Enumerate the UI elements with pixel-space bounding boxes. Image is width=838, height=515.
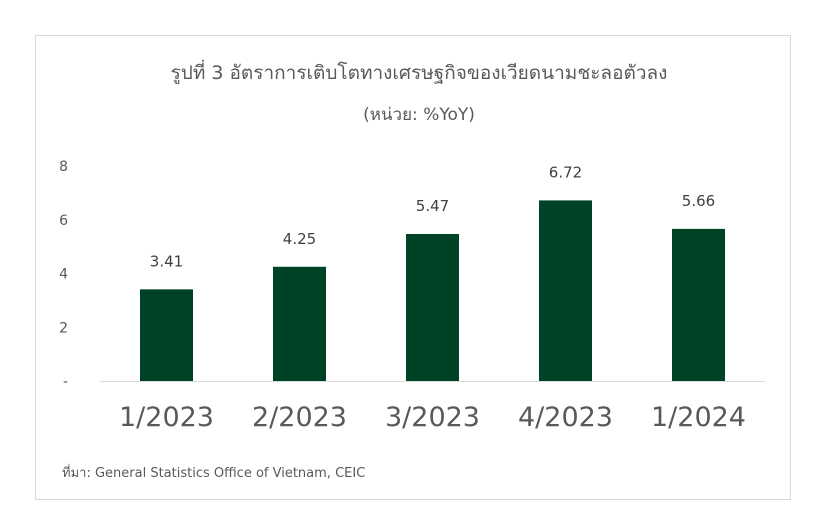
y-tick-label: 6	[59, 213, 68, 229]
bar	[273, 266, 326, 381]
x-tick-label: 1/2024	[651, 402, 746, 433]
x-tick-label: 2/2023	[252, 402, 347, 433]
data-label: 3.41	[150, 252, 183, 270]
x-tick-label: 4/2023	[518, 402, 613, 433]
data-label: 5.66	[682, 192, 715, 210]
chart-title: รูปที่ 3 อัตราการเติบโตทางเศรษฐกิจของเวี…	[170, 62, 668, 84]
x-tick-label: 1/2023	[119, 402, 214, 433]
bar	[672, 228, 725, 381]
y-tick-label: 8	[59, 159, 68, 175]
x-tick-label: 3/2023	[385, 402, 480, 433]
y-tick-label: -	[63, 374, 68, 390]
cropped-text-fragment: ั้	[316, 500, 342, 506]
data-label: 6.72	[549, 163, 582, 181]
y-tick-label: 4	[59, 267, 68, 283]
data-label: 4.25	[283, 230, 316, 248]
data-label: 5.47	[416, 197, 449, 215]
y-tick-label: 2	[59, 320, 68, 336]
bar	[539, 200, 592, 381]
bar	[406, 233, 459, 381]
bar	[140, 289, 193, 381]
chart-frame	[35, 35, 791, 500]
source-note: ที่มา: General Statistics Office of Viet…	[62, 466, 366, 481]
chart-subtitle: (หน่วย: %YoY)	[363, 105, 475, 125]
